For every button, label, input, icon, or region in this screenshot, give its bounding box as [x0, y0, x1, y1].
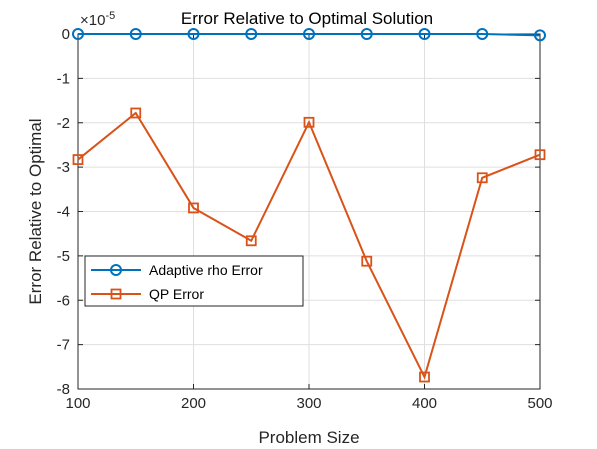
x-tick-label: 200 — [181, 395, 206, 412]
data-point — [360, 28, 373, 40]
x-axis-label: Problem Size — [258, 428, 359, 447]
y-tick-label: 0 — [62, 26, 70, 43]
data-point — [245, 235, 257, 247]
chart-title: Error Relative to Optimal Solution — [181, 9, 433, 28]
data-point — [476, 28, 489, 40]
data-point — [130, 107, 142, 119]
data-point — [303, 116, 315, 128]
data-point — [419, 371, 430, 383]
x-tick-label: 400 — [412, 395, 437, 412]
data-point — [534, 149, 546, 161]
data-point — [188, 202, 199, 214]
y-tick-label: -1 — [57, 70, 70, 87]
series-line — [78, 33, 541, 37]
x-tick-label: 100 — [65, 395, 90, 412]
exponent-power: -5 — [105, 10, 115, 22]
y-tick-label: -8 — [57, 381, 70, 398]
x-axis-ticks: 100 200 300 400 500 — [65, 34, 553, 412]
y-tick-label: -4 — [57, 204, 70, 221]
series-line — [77, 111, 541, 380]
data-point — [245, 28, 258, 40]
y-tick-label: -2 — [57, 115, 70, 132]
legend: Adaptive rho Error QP Error — [84, 255, 304, 307]
series-2 — [72, 107, 546, 383]
x-tick-label: 300 — [296, 395, 321, 412]
series-1 — [72, 28, 546, 42]
y-tick-label: -3 — [57, 159, 70, 176]
data-point — [187, 28, 200, 40]
data-point — [72, 154, 84, 165]
grid-lines — [77, 33, 541, 390]
data-point — [418, 28, 431, 40]
data-point — [129, 28, 142, 40]
data-point — [72, 28, 84, 40]
y-tick-label: -7 — [57, 337, 70, 354]
y-axis-ticks: 0 -1 -2 -3 -4 -5 -6 -7 -8 — [57, 26, 540, 398]
data-point — [476, 172, 488, 184]
data-point — [361, 255, 373, 267]
legend-marker — [110, 264, 122, 276]
x-tick-label: 500 — [527, 395, 552, 412]
exponent-base: ×10 — [80, 12, 105, 29]
legend-label: QP Error — [149, 286, 204, 302]
y-axis-exponent: ×10-5 — [80, 10, 115, 29]
data-point — [534, 29, 546, 42]
data-point — [303, 28, 315, 40]
series-layer — [72, 28, 546, 383]
legend-label: Adaptive rho Error — [149, 262, 263, 278]
legend-marker — [110, 288, 122, 300]
y-tick-label: -6 — [57, 292, 70, 309]
y-axis-label: Error Relative to Optimal — [26, 118, 45, 304]
y-tick-label: -5 — [57, 248, 70, 265]
